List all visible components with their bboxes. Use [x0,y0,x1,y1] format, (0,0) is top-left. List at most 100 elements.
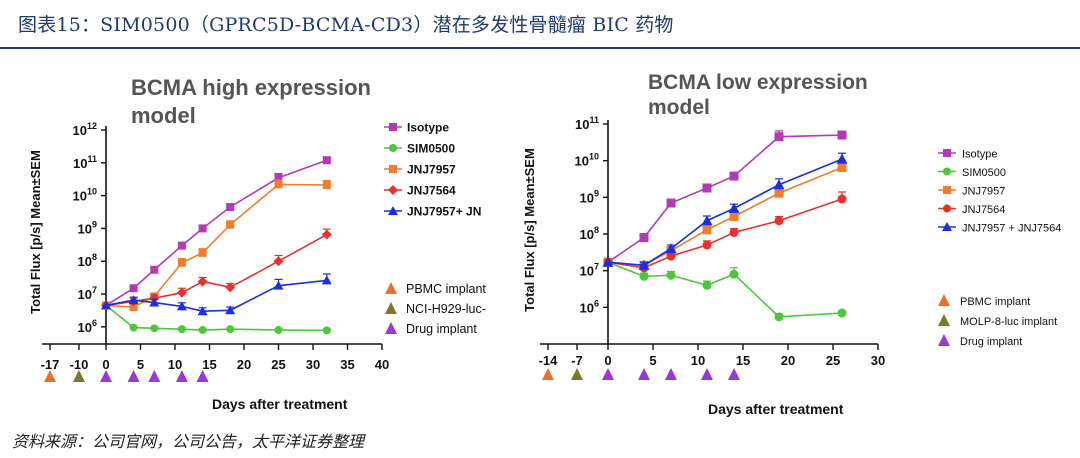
x-tick-label: 15 [202,357,216,372]
data-point [666,251,676,261]
data-point [177,325,186,334]
y-tick-base: 10 [580,300,594,315]
data-point [666,198,676,208]
implant-marker-triangle-icon [665,368,677,380]
implant-legend-triangle-icon [938,314,950,326]
data-point [226,202,235,211]
y-tick-base: 10 [78,254,92,269]
legend-label: Isotype [962,149,997,161]
data-point [837,308,847,318]
x-tick-label: -10 [70,357,89,372]
y-tick-exponent: 6 [92,318,97,328]
implant-legend-label: Drug implant [960,336,1022,348]
x-tick-label: 5 [649,353,656,368]
legend-swatch-marker [943,149,951,157]
data-point [273,280,284,290]
data-point [836,153,848,164]
y-tick-exponent: 9 [594,188,599,198]
x-tick-label: 40 [375,357,389,372]
chart-1: BCMA high expressionmodel106107108109101… [28,75,486,412]
implant-marker-triangle-icon [571,368,583,380]
series-combo [602,152,848,270]
data-point [639,271,649,281]
x-tick-label: 0 [604,353,611,368]
series-combo [101,273,332,316]
data-point [702,240,712,250]
y-tick-label: 109 [78,219,97,236]
legend-swatch-marker [943,167,951,176]
implant-legend-label: MOLP-8-luc implant [960,316,1057,328]
chart-title-line: BCMA low expression [648,71,868,94]
data-point [665,243,677,254]
data-point [274,173,283,182]
series-line [607,166,843,267]
legend-swatch-marker [389,123,397,131]
figure-source-note: 资料来源：公司官网，公司公告，太平洋证券整理 [12,432,365,451]
implant-marker-triangle-icon [701,368,713,380]
legend-swatch-marker [942,222,952,231]
y-tick-base: 10 [78,287,92,302]
data-point [150,265,159,274]
y-tick-exponent: 8 [594,225,599,235]
legend-label: JNJ7957 + JNJ7564 [962,223,1061,235]
data-point [729,212,739,222]
chart-title-line: model [131,103,196,128]
series-line [607,134,843,263]
legend-swatch-marker [943,186,951,194]
data-point [774,312,784,322]
legend-label: Isotype [407,121,449,135]
data-point [101,300,111,310]
data-point [774,132,784,142]
y-tick-exponent: 8 [92,252,97,262]
implant-marker-triangle-icon [175,370,188,382]
y-tick-base: 10 [580,227,594,242]
series-jnj7564 [101,228,332,311]
x-tick-label: 10 [168,357,182,372]
data-point [225,282,236,293]
data-point [774,216,784,226]
data-point [129,323,138,332]
x-tick-label: 5 [137,357,144,372]
y-tick-label: 1011 [575,115,599,132]
data-point [837,130,847,140]
legend-swatch-marker [389,165,397,173]
data-point [774,188,784,198]
x-tick-label: -17 [41,357,60,372]
data-point [198,326,207,335]
y-tick-base: 10 [78,221,92,236]
x-tick-label: 20 [237,357,251,372]
legend-label: SIM0500 [407,142,455,156]
y-tick-exponent: 10 [87,187,97,197]
y-tick-exponent: 9 [92,219,97,229]
data-point [837,194,847,204]
implant-legend-label: NCI-H929-luc- [406,302,486,316]
y-tick-exponent: 6 [594,298,599,308]
series-line [105,183,327,308]
series-line [105,279,327,312]
implant-legend-label: Drug implant [406,322,477,336]
y-tick-label: 108 [78,252,97,269]
data-point [197,276,208,287]
implant-legend-triangle-icon [385,322,397,334]
x-tick-label: 25 [271,357,285,372]
data-point [177,258,186,267]
legend-label: SIM0500 [962,167,1006,179]
figure-title: 图表15：SIM0500（GPRC5D-BCMA-CD3）潜在多发性骨髓瘤 BI… [18,14,674,36]
data-point [226,325,235,334]
data-point [666,270,676,280]
y-tick-exponent: 11 [87,154,97,164]
y-axis-label: Total Flux [p/s] Mean±SEM [522,148,537,312]
x-tick-label: 10 [691,353,705,368]
implant-marker-triangle-icon [148,370,161,382]
implant-marker-triangle-icon [728,368,740,380]
x-tick-label: 15 [736,353,750,368]
legend-label: JNJ7564 [407,184,456,198]
y-tick-label: 107 [580,262,599,279]
series-sim0500 [603,257,847,322]
series-isotype [102,156,331,310]
data-point [274,180,283,189]
implant-marker-triangle-icon [127,370,140,382]
data-point [702,280,712,290]
chart-title-line: BCMA high expression [131,75,371,100]
